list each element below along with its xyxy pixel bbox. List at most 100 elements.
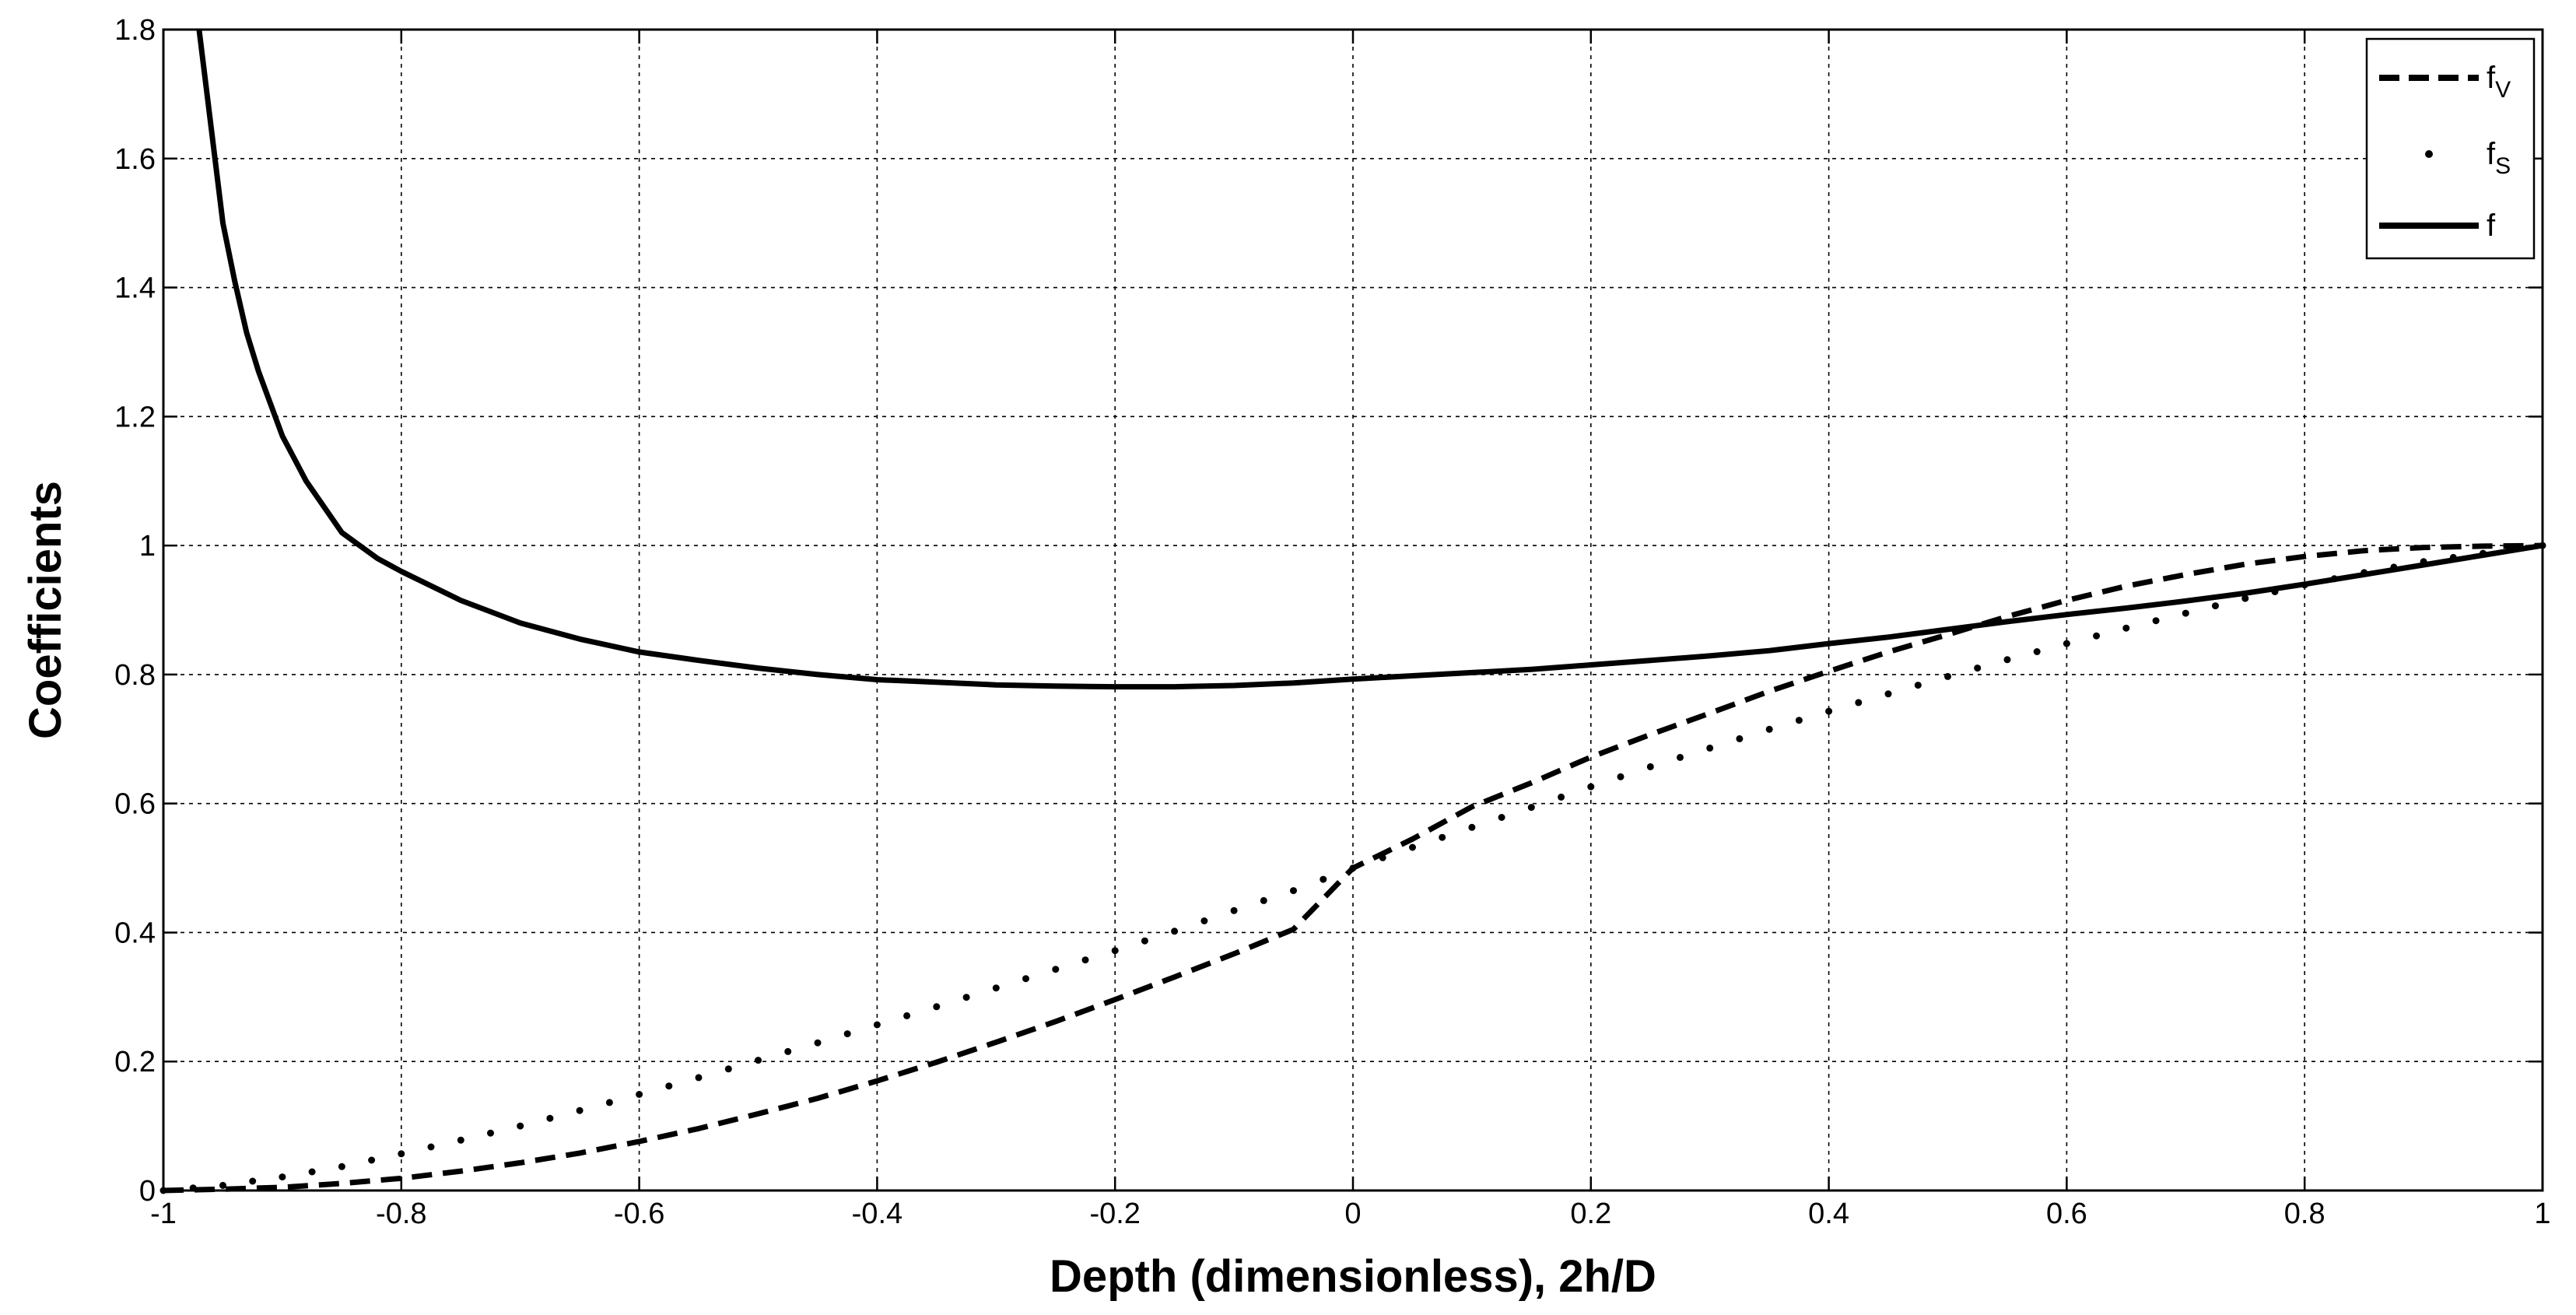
series-fS-point: [1914, 682, 1922, 689]
series-fS-point: [1677, 753, 1684, 761]
y-tick-label: 0.6: [114, 788, 156, 821]
series-fS-point: [2122, 624, 2130, 632]
series-fS-point: [2152, 617, 2160, 625]
x-tick-label: 0.6: [2046, 1198, 2087, 1230]
series-fS-point: [933, 1003, 941, 1011]
legend-label-f: f: [2487, 209, 2496, 243]
series-fS-point: [1498, 814, 1505, 821]
series-fS-point: [1825, 707, 1833, 715]
series-fS-point: [605, 1099, 613, 1106]
y-axis-title: Coefficients: [20, 481, 71, 739]
series-fS-point: [1558, 793, 1565, 801]
series-fS-point: [1022, 975, 1029, 983]
series-fS-point: [1200, 917, 1208, 924]
series-fS-point: [1320, 875, 1327, 883]
series-fS-point: [279, 1173, 286, 1181]
x-tick-label: 0: [1344, 1198, 1361, 1230]
series-fS-point: [338, 1162, 345, 1170]
y-tick-label: 0.2: [114, 1046, 156, 1078]
series-fS-point: [755, 1057, 762, 1064]
x-tick-label: -0.2: [1089, 1198, 1140, 1230]
y-tick-label: 1.4: [114, 272, 156, 305]
x-tick-label: -0.4: [852, 1198, 902, 1230]
series-fS-point: [1409, 843, 1416, 851]
series-fS-point: [308, 1168, 316, 1176]
series-fS-point: [517, 1122, 524, 1130]
series-fS-point: [1617, 773, 1624, 780]
x-tick-label: 1: [2534, 1198, 2550, 1230]
x-tick-label: -0.6: [614, 1198, 664, 1230]
series-fS-point: [1468, 823, 1476, 831]
series-fS-point: [665, 1082, 673, 1090]
series-fS-point: [1646, 763, 1654, 770]
series-fS-point: [724, 1065, 732, 1073]
series-fS-point: [1379, 854, 1386, 861]
series-fS-point: [1944, 672, 1951, 680]
series-fS-point: [992, 984, 1000, 992]
series-fS-point: [546, 1114, 554, 1122]
x-tick-label: 0.4: [1808, 1198, 1849, 1230]
series-fS-point: [1230, 906, 1238, 914]
series-fS-point: [1439, 833, 1446, 841]
series-fS-point: [1052, 966, 1060, 973]
series-fS-point: [636, 1091, 643, 1098]
series-fS-point: [2003, 656, 2011, 664]
x-tick-label: -1: [150, 1198, 177, 1230]
series-fS-point: [1855, 699, 1863, 707]
series-fS-point: [1706, 744, 1714, 752]
series-fS-point: [1349, 864, 1357, 872]
series-f-line: [196, 29, 2543, 690]
series-fS-point: [457, 1136, 464, 1144]
series-fS-point: [1736, 735, 1744, 742]
series-fS-point: [962, 994, 970, 1001]
series-fS-point: [2241, 594, 2249, 602]
series-fS-point: [1171, 928, 1179, 935]
series-fS-point: [576, 1106, 584, 1114]
series-layer: [159, 29, 2546, 1194]
series-fS-point: [1527, 804, 1535, 812]
legend-item-fV: fV: [2379, 61, 2511, 103]
series-fS-point: [695, 1074, 703, 1082]
x-tick-label: 0.8: [2284, 1198, 2325, 1230]
series-fS-point: [249, 1177, 257, 1185]
y-tick-label: 1.2: [114, 401, 156, 433]
series-fS-point: [814, 1039, 822, 1047]
x-axis-title: Depth (dimensionless), 2h/D: [1050, 1251, 1656, 1302]
legend-swatch-fS: [2425, 150, 2433, 158]
y-tick-label: 0.4: [114, 917, 156, 949]
legend-item-fS: fS: [2425, 137, 2511, 179]
series-fS-point: [1260, 896, 1267, 904]
series-fS-point: [1111, 947, 1119, 955]
legend-item-f: f: [2379, 209, 2496, 243]
series-fS-point: [873, 1021, 881, 1029]
series-fS-point: [427, 1143, 435, 1151]
legend: fV fS f: [2365, 37, 2536, 260]
series-fS-point: [219, 1181, 226, 1189]
legend-label-fV: fV: [2487, 61, 2511, 103]
series-fS-point: [2033, 648, 2041, 655]
series-fS-point: [1884, 690, 1892, 698]
series-fS-point: [1974, 665, 1982, 672]
series-fS-point: [1765, 725, 1773, 733]
series-fS-point: [1290, 887, 1297, 895]
series-fS-point: [903, 1012, 911, 1019]
series-fS-point: [2093, 632, 2101, 640]
series-fS-point: [487, 1129, 494, 1137]
y-tick-label: 0.8: [114, 659, 156, 692]
series-fS-point: [2063, 640, 2070, 647]
series-fS-point: [1081, 956, 1089, 964]
x-tick-label: 0.2: [1570, 1198, 1611, 1230]
series-fS-point: [398, 1150, 405, 1158]
series-fS-point: [1587, 783, 1595, 791]
axis-ticks: -1 -0.8 -0.6 -0.4 -0.2 0 0.2 0.4 0.6 0.8 1 0 0.2 0.4 0…: [114, 14, 2550, 1230]
series-fS-point: [2182, 609, 2189, 617]
series-fS-point: [368, 1156, 376, 1164]
series-fS-point: [1795, 717, 1803, 724]
series-fS-point: [2212, 602, 2219, 610]
y-tick-label: 1: [139, 530, 156, 563]
y-tick-label: 1.8: [114, 14, 156, 47]
x-tick-label: -0.8: [376, 1198, 426, 1230]
series-fS-point: [1141, 937, 1148, 945]
